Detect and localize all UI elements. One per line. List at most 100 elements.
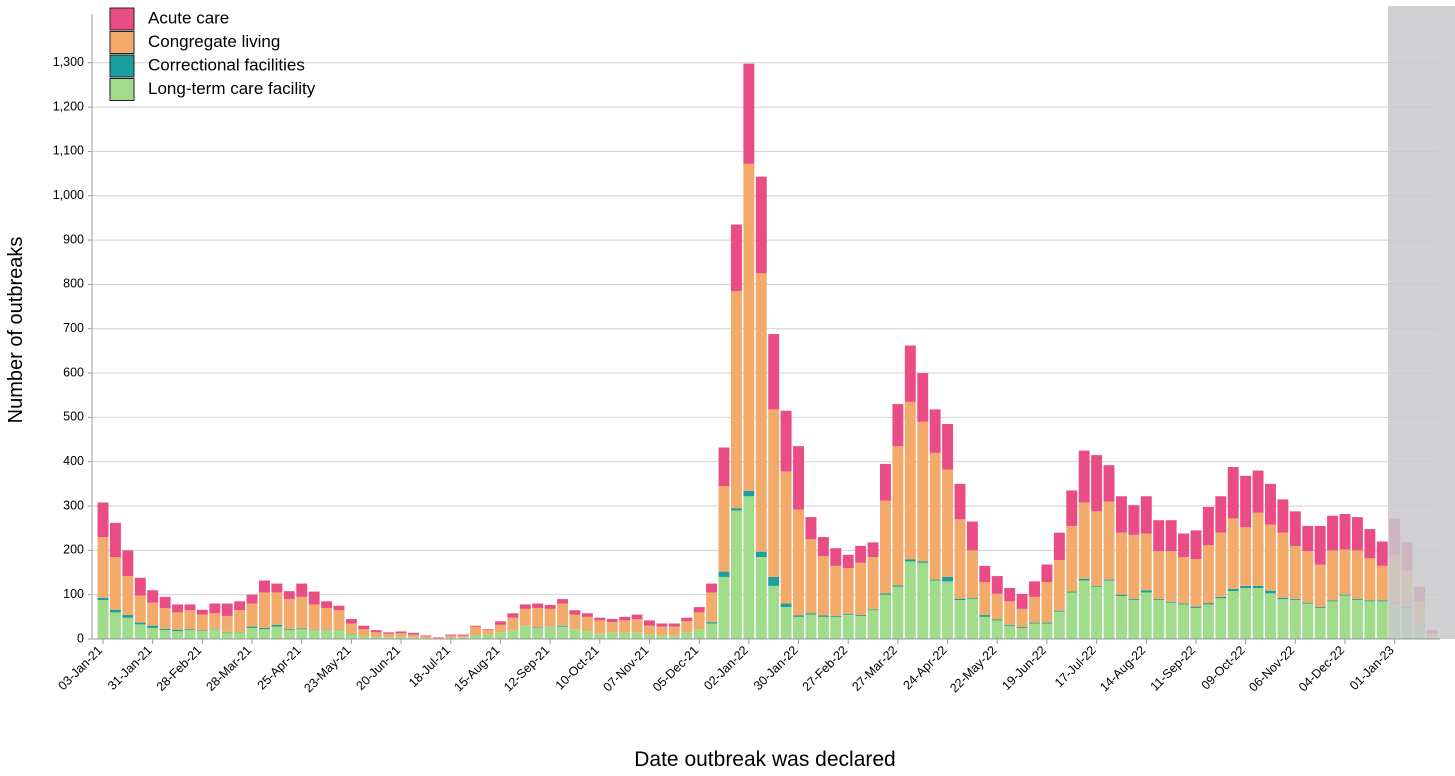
bar-segment <box>855 615 867 639</box>
bar-segment <box>259 592 270 628</box>
bar-segment <box>966 598 978 600</box>
bar-segment <box>296 628 308 630</box>
bar-segment <box>395 633 407 637</box>
bar-segment <box>793 446 804 510</box>
bar-segment <box>259 627 270 630</box>
bar-segment <box>1115 532 1127 595</box>
y-tick-label: 1,300 <box>53 55 84 69</box>
bar-segment <box>929 580 941 639</box>
bar-segment <box>718 447 730 487</box>
bar-segment <box>147 590 159 603</box>
bar-segment <box>1091 455 1103 512</box>
bar-segment <box>1078 578 1090 581</box>
bar-segment <box>1153 599 1165 639</box>
bar-segment <box>743 63 755 164</box>
bar-segment <box>1178 533 1190 557</box>
bar-segment <box>942 469 954 577</box>
bar-segment <box>370 636 382 639</box>
bar-segment <box>221 615 233 632</box>
bar-segment <box>482 630 494 635</box>
bar-segment <box>196 609 208 615</box>
bar-segment <box>917 373 929 422</box>
bar-segment <box>408 634 419 638</box>
bar-segment <box>383 633 395 638</box>
bar-segment <box>1053 532 1065 561</box>
bar-segment <box>296 583 308 597</box>
bar-segment <box>172 612 183 630</box>
bar-segment <box>519 625 531 639</box>
bar-segment <box>594 617 606 621</box>
bar-segment <box>668 626 680 636</box>
bar-segment <box>706 622 718 624</box>
bar-segment <box>917 562 929 639</box>
bar-segment <box>768 409 780 577</box>
legend-swatch <box>109 31 135 54</box>
bar-segment <box>1314 607 1326 639</box>
bar-segment <box>817 615 829 617</box>
legend-swatch <box>109 54 135 78</box>
bar-segment <box>892 586 904 639</box>
bar-segment <box>668 635 680 639</box>
bar-segment <box>1351 599 1363 639</box>
bar-segment <box>259 629 270 639</box>
bar-segment <box>1153 551 1165 600</box>
bar-segment <box>1041 564 1053 583</box>
bar-segment <box>1364 601 1376 639</box>
x-tick-label: 12-Sep-21 <box>501 643 552 694</box>
bar-segment <box>768 576 780 586</box>
bar-segment <box>954 598 966 600</box>
x-tick-label: 11-Sep-22 <box>1148 643 1199 694</box>
bar-segment <box>482 629 494 631</box>
bar-segment <box>979 615 991 617</box>
bar-segment <box>1289 599 1301 600</box>
legend-label: Long-term care facility <box>148 79 316 98</box>
bar-segment <box>234 610 246 632</box>
bar-segment <box>345 634 357 639</box>
bar-segment <box>979 616 991 639</box>
bar-segment <box>581 616 593 632</box>
bar-segment <box>544 626 556 639</box>
bar-segment <box>333 630 345 639</box>
bar-segment <box>1190 607 1202 639</box>
bar-segment <box>991 620 1003 639</box>
bar-segment <box>1314 607 1326 608</box>
bar-segment <box>1302 551 1314 603</box>
bar-segment <box>1240 585 1252 589</box>
x-tick-label: 27-Feb-22 <box>800 643 851 694</box>
bar-segment <box>768 334 780 410</box>
bar-segment <box>880 500 891 594</box>
bar-segment <box>1053 560 1065 611</box>
bar-segment <box>1376 600 1388 602</box>
bar-segment <box>482 634 494 639</box>
bar-segment <box>1265 524 1276 591</box>
legend-swatch <box>109 78 135 101</box>
bar-segment <box>1165 520 1177 552</box>
bar-segment <box>569 610 581 615</box>
bar-segment <box>631 614 643 620</box>
bar-segment <box>221 603 233 616</box>
legend-label: Acute care <box>148 8 229 27</box>
bar-segment <box>383 637 395 639</box>
bar-segment <box>880 593 891 595</box>
bar-segment <box>619 620 631 633</box>
bar-segment <box>184 629 196 631</box>
bar-segment <box>730 224 742 292</box>
bar-segment <box>109 609 121 613</box>
bar-segment <box>793 616 804 639</box>
bar-segment <box>544 604 556 609</box>
bar-segment <box>904 561 916 639</box>
bar-segment <box>1277 599 1289 639</box>
bar-segment <box>892 585 904 587</box>
bar-segment <box>1215 598 1227 639</box>
bar-segment <box>606 622 618 633</box>
bar-segment <box>1277 597 1289 600</box>
bar-segment <box>656 626 668 636</box>
bar-segment <box>929 579 941 581</box>
bar-segment <box>681 617 693 622</box>
y-tick-label: 1,200 <box>53 99 84 113</box>
y-tick-label: 1,100 <box>53 144 84 158</box>
bar-segment <box>892 404 904 447</box>
bar-segment <box>755 556 767 639</box>
bar-segment <box>1215 496 1227 533</box>
legend-label: Congregate living <box>148 32 280 51</box>
